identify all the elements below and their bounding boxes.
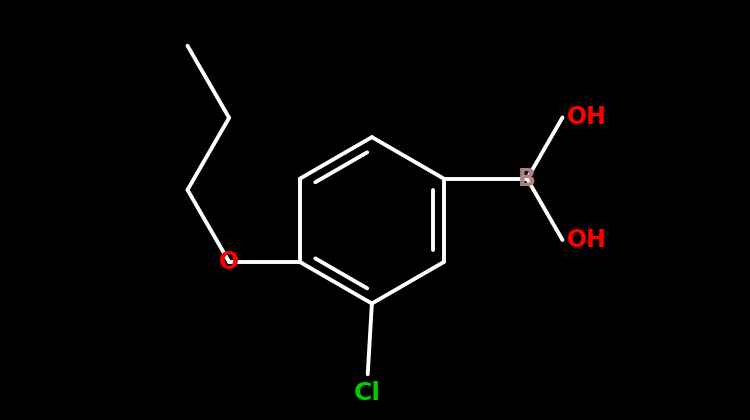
Text: O: O xyxy=(219,250,239,274)
Text: OH: OH xyxy=(567,228,607,252)
Text: OH: OH xyxy=(567,105,607,129)
Text: B: B xyxy=(518,167,536,191)
Text: Cl: Cl xyxy=(354,381,381,405)
